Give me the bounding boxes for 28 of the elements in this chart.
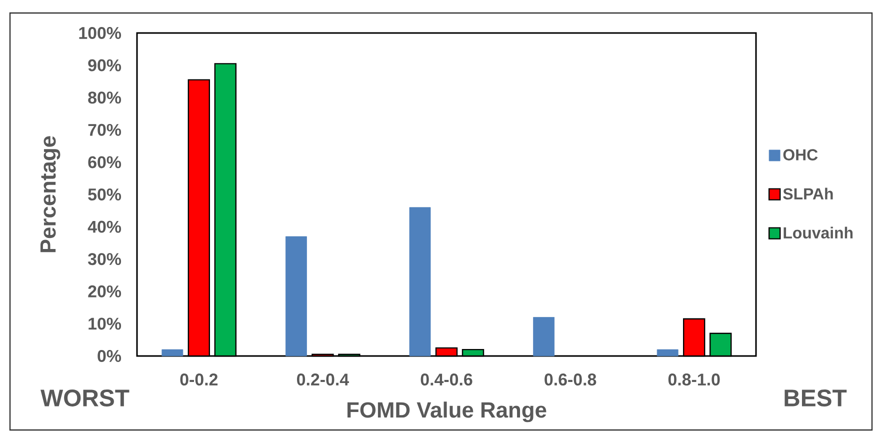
y-tick-label: 70% xyxy=(88,124,122,136)
bar xyxy=(656,349,678,356)
x-axis-title: FOMD Value Range xyxy=(347,402,546,422)
y-tick-label: 50% xyxy=(88,188,122,200)
x-tick-label: 0.2-0.4 xyxy=(297,374,349,386)
legend-label: SLPAh xyxy=(783,188,833,200)
y-tick-label: 100% xyxy=(79,27,122,39)
text: BEST xyxy=(784,390,847,406)
text: WORST xyxy=(40,390,130,406)
y-tick-label: 60% xyxy=(88,156,122,168)
y-axis-title: Percentage xyxy=(40,136,60,252)
x-tick-label: 0.6-0.8 xyxy=(544,374,596,386)
y-tick-label: 0% xyxy=(98,350,122,362)
y-tick-label: 40% xyxy=(88,220,122,233)
bar xyxy=(286,236,307,356)
bar xyxy=(162,349,184,356)
bar xyxy=(409,207,431,356)
legend-label: OHC xyxy=(783,149,818,160)
y-tick-label: 30% xyxy=(88,253,122,266)
y-tick-label: 20% xyxy=(88,285,122,298)
y-tick-label: 90% xyxy=(88,59,122,72)
bar xyxy=(533,317,555,356)
y-tick-label: 10% xyxy=(88,318,122,330)
y-tick-label: 80% xyxy=(88,92,122,104)
legend-label: Louvainh xyxy=(784,226,853,238)
x-tick-label: 0-0.2 xyxy=(180,374,218,386)
x-tick-label: 0.8-1.0 xyxy=(668,374,720,386)
x-tick-label: 0.4-0.6 xyxy=(420,374,472,386)
